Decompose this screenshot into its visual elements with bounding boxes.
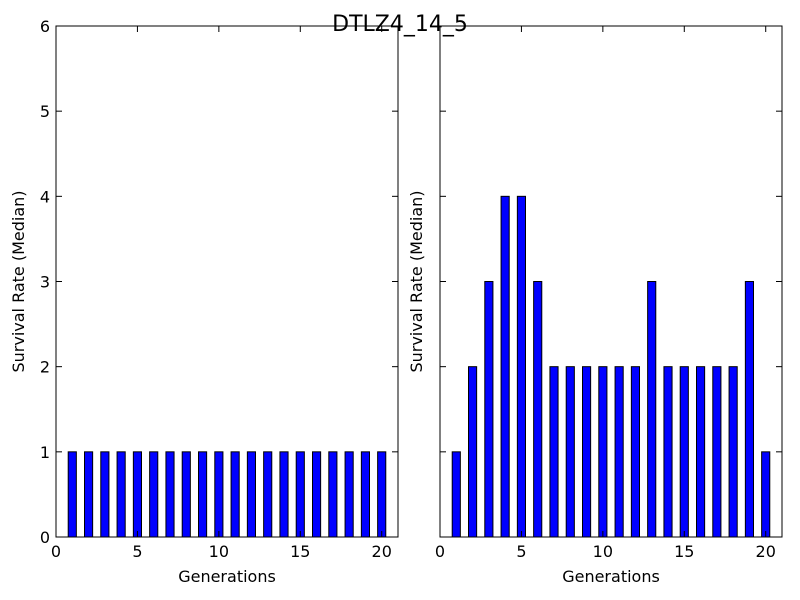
- bar: [344, 451, 354, 538]
- bar: [198, 451, 208, 538]
- x-tick-label: 20: [756, 542, 776, 561]
- bar: [549, 366, 559, 538]
- bar: [165, 451, 175, 538]
- y-axis-label: Survival Rate (Median): [9, 190, 28, 372]
- bar: [696, 366, 706, 538]
- bar: [484, 281, 494, 538]
- bar: [516, 195, 526, 538]
- y-tick-label: 1: [40, 443, 50, 462]
- bar: [214, 451, 224, 538]
- bar: [230, 451, 240, 538]
- y-tick-label: 2: [40, 358, 50, 377]
- x-tick-label: 5: [132, 542, 142, 561]
- bar: [630, 366, 640, 538]
- x-axis-label: Generations: [562, 567, 660, 586]
- y-tick-label: 6: [40, 17, 50, 36]
- bar: [761, 451, 771, 538]
- y-tick-label: 3: [40, 273, 50, 292]
- bar: [451, 451, 461, 538]
- bar: [614, 366, 624, 538]
- bar: [100, 451, 110, 538]
- bar: [328, 451, 338, 538]
- x-axis-label: Generations: [178, 567, 276, 586]
- bar: [744, 281, 754, 538]
- bar: [565, 366, 575, 538]
- bar: [116, 451, 126, 538]
- bar: [295, 451, 305, 538]
- bar: [246, 451, 257, 538]
- bar: [279, 451, 289, 538]
- bar: [84, 451, 94, 538]
- y-axis-label: Survival Rate (Median): [407, 190, 426, 372]
- bar: [377, 451, 387, 538]
- x-tick-label: 15: [290, 542, 310, 561]
- x-tick-label: 15: [674, 542, 694, 561]
- bar: [582, 366, 592, 538]
- x-tick-label: 0: [51, 542, 61, 561]
- x-tick-label: 20: [372, 542, 392, 561]
- bar: [712, 366, 722, 538]
- bar: [679, 366, 689, 538]
- bar: [598, 366, 608, 538]
- bar: [663, 366, 673, 538]
- bar: [500, 195, 510, 538]
- bar: [67, 451, 77, 538]
- bar: [533, 281, 543, 538]
- figure-title: DTLZ4_14_5: [332, 12, 468, 37]
- bar: [263, 451, 273, 538]
- bar: [728, 366, 738, 538]
- bar: [312, 451, 322, 538]
- bar: [181, 451, 191, 538]
- bar: [149, 451, 159, 538]
- bar: [468, 366, 478, 538]
- left-chart-panel: 0 5 10 15 20 0 1 2 3 4 5 6 Generations Survival Rate …: [9, 17, 399, 586]
- y-tick-label: 4: [40, 187, 50, 206]
- y-tick-label: 0: [40, 528, 50, 547]
- x-tick-label: 0: [435, 542, 445, 561]
- bar: [647, 281, 657, 538]
- x-tick-label: 5: [516, 542, 526, 561]
- x-tick-label: 10: [593, 542, 613, 561]
- bar: [132, 451, 143, 538]
- x-tick-label: 10: [209, 542, 229, 561]
- y-tick-label: 5: [40, 102, 50, 121]
- right-chart-panel: 0 5 10 15 20 Generations Survival Rate (Median…: [407, 25, 783, 586]
- bar: [360, 451, 370, 538]
